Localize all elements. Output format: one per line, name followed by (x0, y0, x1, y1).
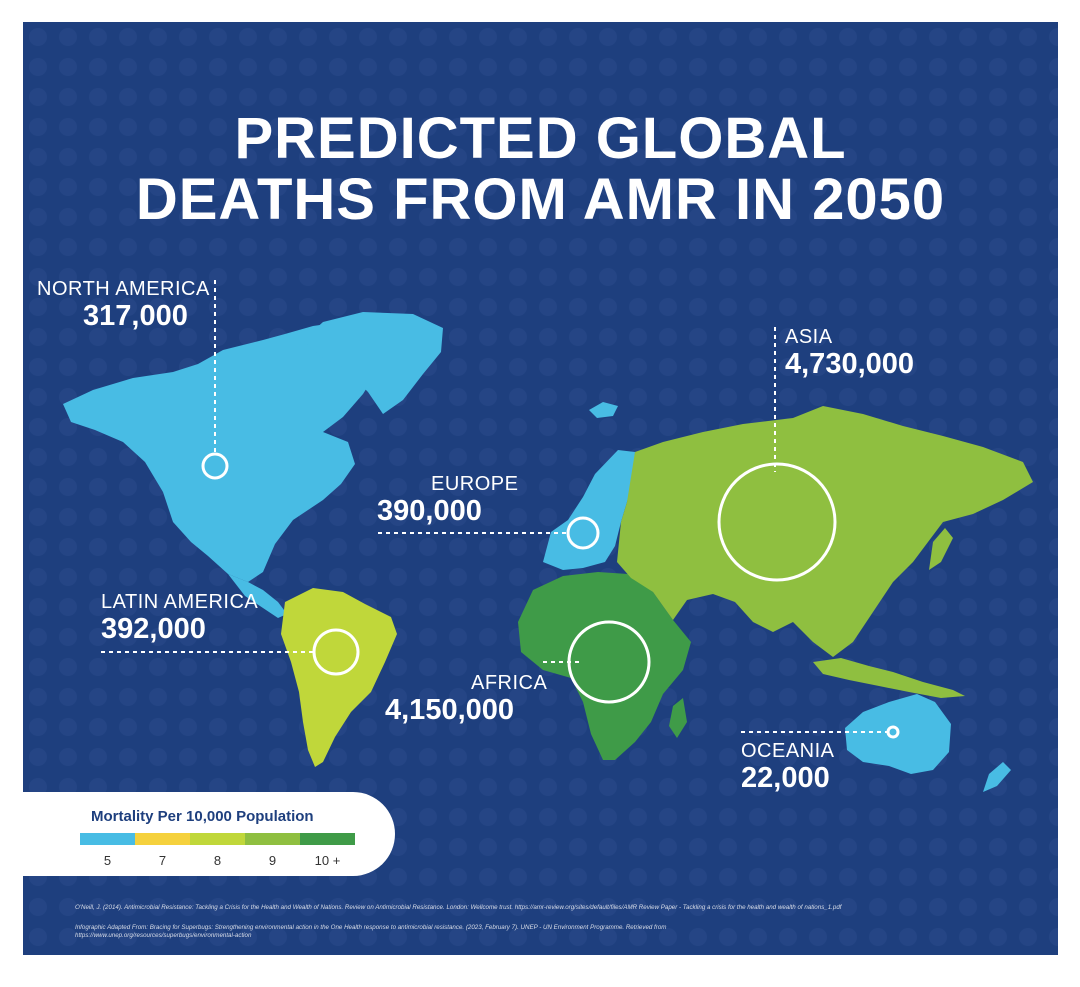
europe-name: EUROPE (431, 473, 519, 495)
latin-america-name: LATIN AMERICA (101, 591, 259, 613)
legend-swatch-5 (80, 833, 135, 845)
europe-circle (566, 516, 600, 550)
southeast-asia-islands-shape (813, 658, 965, 698)
reference-line-2: Infographic Adapted From: Bracing for Su… (75, 924, 667, 931)
asia-circle (717, 462, 837, 582)
north-america-name: NORTH AMERICA (37, 278, 210, 300)
north-america-deaths: 317,000 (83, 300, 188, 332)
iceland-shape (589, 402, 618, 418)
oceania-name: OCEANIA (741, 740, 835, 762)
oceania-circle (886, 725, 900, 739)
infographic-card: PREDICTED GLOBAL DEATHS FROM AMR IN 2050… (23, 22, 1058, 955)
title-line-2: DEATHS FROM AMR IN 2050 (135, 167, 946, 232)
legend-swatch-7 (135, 833, 190, 845)
africa-shape (518, 572, 691, 760)
latin-america-circle (312, 628, 360, 676)
death-circles (201, 452, 900, 739)
asia-name: ASIA (785, 326, 833, 348)
africa-circle (567, 620, 651, 704)
madagascar-shape (669, 698, 687, 738)
north-america-circle (201, 452, 229, 480)
legend-label-8: 8 (213, 853, 222, 868)
legend-swatch-9 (245, 833, 300, 845)
north-america-shape (63, 322, 383, 582)
latin-america-shape (281, 588, 397, 767)
africa-name: AFRICA (471, 672, 548, 694)
title-line-1: PREDICTED GLOBAL (234, 106, 847, 171)
asia-shape (617, 406, 1033, 657)
europe-deaths: 390,000 (377, 495, 482, 527)
legend-swatch-8 (190, 833, 245, 845)
latin-america-deaths: 392,000 (101, 613, 206, 645)
central-america-shape (228, 574, 287, 618)
oceania-deaths: 22,000 (741, 762, 830, 794)
legend-label-10plus: 10 + (314, 853, 341, 868)
legend-label-7: 7 (158, 853, 167, 868)
legend-swatch-10plus (300, 833, 355, 845)
japan-shape (929, 528, 953, 570)
asia-deaths: 4,730,000 (785, 348, 915, 380)
new-zealand-shape (983, 762, 1011, 792)
leader-lines (101, 280, 891, 733)
mortality-legend: Mortality Per 10,000 Population 5 7 8 9 … (23, 792, 395, 876)
greenland-shape (303, 312, 443, 414)
reference-line-3: https://www.unep.org/resources/superbugs… (75, 932, 252, 939)
legend-label-5: 5 (103, 853, 112, 868)
legend-label-9: 9 (268, 853, 277, 868)
europe-shape (543, 450, 635, 570)
reference-line-1: O'Neill, J. (2014). Antimicrobial Resist… (75, 904, 842, 911)
africa-deaths: 4,150,000 (385, 694, 515, 726)
legend-title: Mortality Per 10,000 Population (91, 808, 314, 825)
